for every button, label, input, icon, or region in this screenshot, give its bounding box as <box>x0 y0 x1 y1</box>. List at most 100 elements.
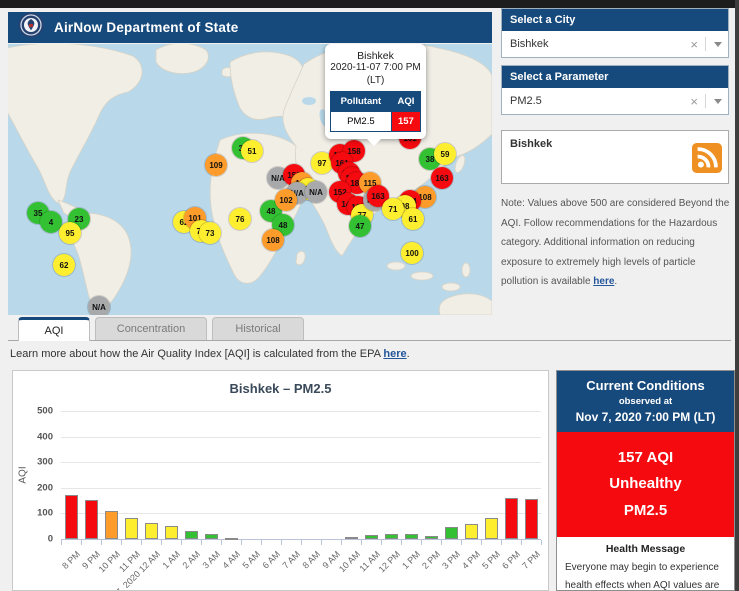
map-marker[interactable]: 100 <box>401 242 423 264</box>
chart-bar[interactable] <box>465 524 478 539</box>
x-axis-tick-label: 4 PM <box>460 549 482 571</box>
chart-bar[interactable] <box>525 499 538 539</box>
x-axis-tick-label: 7 PM <box>520 549 542 571</box>
x-axis-tick-label: 6 AM <box>260 549 282 571</box>
x-axis-tick-mark <box>101 540 102 545</box>
chart-bar[interactable] <box>485 518 498 539</box>
x-axis-tick-mark <box>341 540 342 545</box>
aqi-status-block: 157 AQI Unhealthy PM2.5 <box>557 432 734 537</box>
map-marker[interactable]: N/A <box>88 296 110 315</box>
x-axis-tick-label: 1 AM <box>160 549 182 571</box>
health-message-section: Health Message Everyone may begin to exp… <box>557 537 734 591</box>
map-marker[interactable]: 71 <box>382 198 404 220</box>
select-parameter-header: Select a Parameter <box>502 66 728 88</box>
select-parameter-panel: Select a Parameter PM2.5 × <box>501 65 729 115</box>
x-axis-tick-label: 3 AM <box>200 549 222 571</box>
y-axis-tick-label: 200 <box>23 482 53 493</box>
x-axis-tick-mark <box>541 540 542 545</box>
chart-bar[interactable] <box>145 523 158 539</box>
tooltip-pollutant-value: PM2.5 <box>331 112 392 132</box>
combo-divider <box>705 94 706 108</box>
window-top-bar <box>0 0 739 8</box>
x-axis-tick-mark <box>201 540 202 545</box>
x-axis-tick-mark <box>161 540 162 545</box>
tooltip-city: Bishkek <box>330 50 421 62</box>
aqi-pollutant: PM2.5 <box>561 498 730 524</box>
x-axis-tick-mark <box>221 540 222 545</box>
x-axis-tick-mark <box>61 540 62 545</box>
chart-bar[interactable] <box>165 526 178 539</box>
note-here-link[interactable]: here <box>593 276 614 287</box>
chart-bar[interactable] <box>365 535 378 539</box>
chart-title: Bishkek – PM2.5 <box>13 381 548 396</box>
map-marker[interactable]: 163 <box>431 167 453 189</box>
map-marker[interactable]: 61 <box>402 208 424 230</box>
map-tooltip: Bishkek 2020-11-07 7:00 PM (LT) Pollutan… <box>325 44 426 139</box>
tab-historical[interactable]: Historical <box>212 317 304 340</box>
map-marker[interactable]: 108 <box>262 229 284 251</box>
y-axis-tick-label: 500 <box>23 406 53 417</box>
chart-bar[interactable] <box>225 538 238 540</box>
x-axis-tick-label: 3 PM <box>440 549 462 571</box>
world-map[interactable]: 354239562N/A109621017573764848108355197N… <box>8 44 492 315</box>
x-axis-tick-mark <box>521 540 522 545</box>
x-axis-tick-mark <box>121 540 122 545</box>
parameter-select[interactable]: PM2.5 × <box>502 88 728 114</box>
health-message-title: Health Message <box>565 543 726 555</box>
x-axis-tick-mark <box>381 540 382 545</box>
tab-concentration[interactable]: Concentration <box>95 317 207 340</box>
tab-aqi[interactable]: AQI <box>18 317 90 341</box>
y-axis-tick-label: 100 <box>23 508 53 519</box>
map-marker[interactable]: 76 <box>229 208 251 230</box>
map-marker[interactable]: 73 <box>199 222 221 244</box>
clear-city-icon[interactable]: × <box>683 37 705 52</box>
map-marker[interactable]: 51 <box>241 140 263 162</box>
gridline <box>61 488 541 489</box>
map-marker[interactable]: N/A <box>305 181 327 203</box>
chart-bar[interactable] <box>185 531 198 539</box>
x-axis-tick-label: 10 AM <box>337 549 362 574</box>
x-axis-tick-mark <box>321 540 322 545</box>
app-header: AirNow Department of State <box>8 12 492 43</box>
learn-more-text: Learn more about how the Air Quality Ind… <box>10 348 410 360</box>
map-marker[interactable]: 95 <box>59 222 81 244</box>
x-axis-tick-mark <box>461 540 462 545</box>
x-axis-tick-mark <box>81 540 82 545</box>
map-marker[interactable]: 109 <box>205 154 227 176</box>
note-after: . <box>614 276 617 287</box>
tooltip-timezone: (LT) <box>330 75 421 88</box>
learn-more-after: . <box>407 348 410 360</box>
chevron-down-icon[interactable] <box>714 42 722 51</box>
current-conditions-header: Current Conditions observed at Nov 7, 20… <box>557 371 734 432</box>
chevron-down-icon[interactable] <box>714 99 722 108</box>
chart-bar[interactable] <box>65 495 78 539</box>
chart-bar[interactable] <box>505 498 518 539</box>
city-select[interactable]: Bishkek × <box>502 31 728 57</box>
clear-parameter-icon[interactable]: × <box>683 94 705 109</box>
chart-bar[interactable] <box>385 534 398 539</box>
chart-bar[interactable] <box>405 534 418 539</box>
aqi-note: Note: Values above 500 are considered Be… <box>501 194 731 292</box>
epa-here-link[interactable]: here <box>383 348 406 360</box>
chart-bar[interactable] <box>85 500 98 539</box>
x-axis-tick-mark <box>241 540 242 545</box>
select-city-header: Select a City <box>502 9 728 31</box>
chart-bar[interactable] <box>425 536 438 539</box>
chart-bar[interactable] <box>125 518 138 539</box>
parameter-select-value: PM2.5 <box>510 95 683 107</box>
aqi-category: Unhealthy <box>561 471 730 497</box>
x-axis-tick-label: 8 AM <box>300 549 322 571</box>
map-marker[interactable]: 102 <box>275 189 297 211</box>
chart-bar[interactable] <box>445 527 458 539</box>
aqi-value: 157 AQI <box>561 445 730 471</box>
rss-icon[interactable] <box>692 143 722 178</box>
chart-bar[interactable] <box>105 511 118 539</box>
map-marker[interactable]: 47 <box>349 215 371 237</box>
chart-bar[interactable] <box>205 534 218 539</box>
tooltip-aqi-value: 157 <box>391 112 420 132</box>
map-marker[interactable]: 59 <box>434 143 456 165</box>
chart-bar[interactable] <box>345 537 358 539</box>
gridline <box>61 513 541 514</box>
map-marker[interactable]: 62 <box>53 254 75 276</box>
x-axis-tick-label: 4 AM <box>220 549 242 571</box>
